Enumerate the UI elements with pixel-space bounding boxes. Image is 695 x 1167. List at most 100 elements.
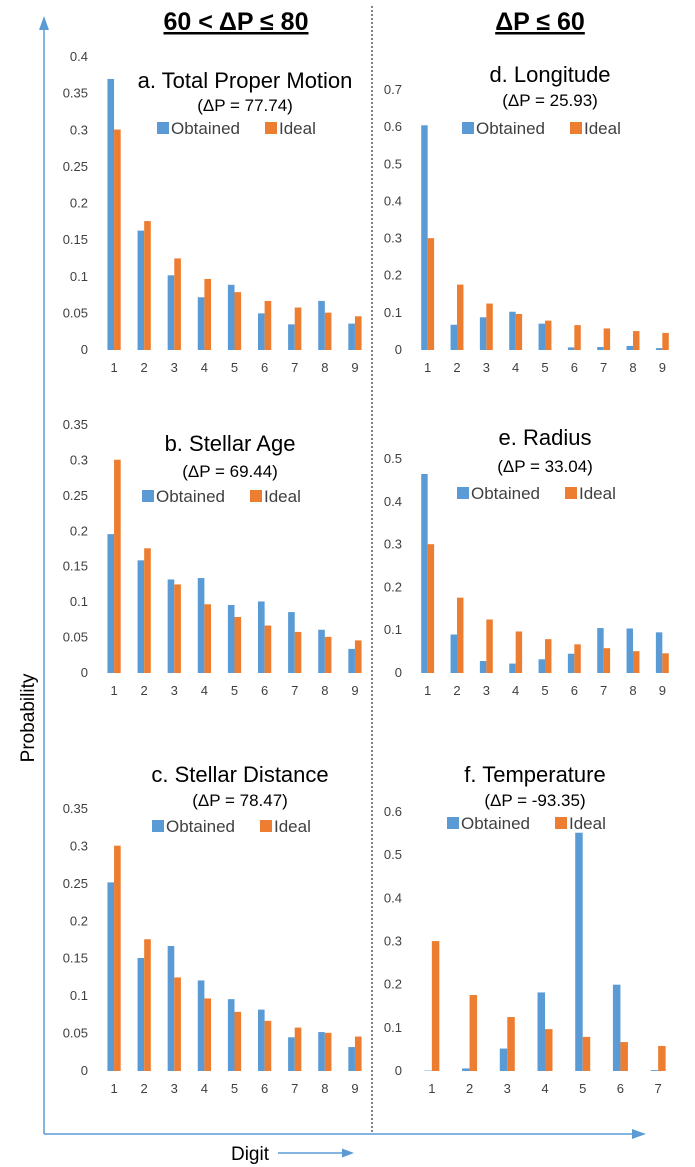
- y-tick-label: 0.2: [70, 196, 88, 211]
- bar-ideal-2: [457, 597, 464, 673]
- bar-ideal-4: [545, 1029, 553, 1071]
- bar-obtained-6: [567, 653, 575, 673]
- x-axis-label-arrowhead-icon: [342, 1148, 354, 1158]
- chart-panel-1: a. Total Proper Motion (ΔP = 77.74) Obtain…: [63, 49, 362, 375]
- y-tick-label: 0.05: [63, 1026, 88, 1041]
- bar-obtained-6: [257, 1009, 265, 1071]
- bar-ideal-6: [264, 1020, 272, 1071]
- bar-obtained-4: [509, 311, 516, 350]
- bar-obtained-9: [655, 348, 663, 350]
- bar-obtained-2: [137, 230, 145, 350]
- legend-swatch-ideal: [555, 817, 567, 829]
- bar-ideal-4: [515, 313, 523, 350]
- x-tick-label: 6: [261, 360, 268, 375]
- y-tick-label: 0.7: [384, 82, 402, 97]
- legend-label-ideal: Ideal: [579, 484, 616, 503]
- bar-ideal-2: [144, 221, 151, 350]
- y-tick-label: 0.1: [384, 622, 402, 637]
- x-tick-label: 7: [291, 1081, 298, 1096]
- x-tick-label: 7: [291, 683, 298, 698]
- bar-obtained-1: [107, 78, 115, 350]
- bar-ideal-8: [324, 312, 332, 350]
- x-tick-label: 2: [466, 1081, 473, 1096]
- bar-obtained-3: [479, 317, 487, 350]
- bar-obtained-2: [462, 1068, 470, 1071]
- bar-obtained-1: [421, 125, 428, 351]
- chart-title: d. Longitude: [489, 62, 610, 87]
- chart-legend: Obtained Ideal: [447, 814, 606, 833]
- y-tick-label: 0.35: [63, 417, 88, 432]
- legend-label-ideal: Ideal: [264, 487, 301, 506]
- y-tick-label: 0.5: [384, 847, 402, 862]
- x-tick-label: 1: [424, 683, 431, 698]
- bar-obtained-5: [227, 604, 235, 673]
- chart-subtitle: (ΔP = 33.04): [497, 457, 593, 476]
- bar-ideal-1: [427, 544, 435, 673]
- legend-swatch-obtained: [462, 122, 474, 134]
- bar-ideal-5: [234, 292, 242, 350]
- y-tick-label: 0.15: [63, 559, 88, 574]
- bar-ideal-6: [264, 300, 272, 350]
- x-tick-label: 5: [231, 683, 238, 698]
- bar-ideal-3: [486, 303, 493, 350]
- bar-ideal-7: [294, 307, 302, 350]
- y-tick-label: 0.4: [384, 193, 402, 208]
- bar-ideal-5: [582, 1036, 591, 1071]
- y-tick-label: 0.3: [70, 838, 88, 853]
- bar-ideal-9: [662, 332, 669, 350]
- x-axis-arrowhead-icon: [632, 1129, 646, 1139]
- x-tick-label: 2: [453, 683, 460, 698]
- y-tick-label: 0.3: [384, 537, 402, 552]
- chart-subtitle: (ΔP = 78.47): [192, 791, 288, 810]
- bar-obtained-2: [450, 324, 457, 350]
- bar-ideal-4: [204, 278, 212, 350]
- x-tick-label: 4: [541, 1081, 548, 1096]
- y-tick-label: 0.05: [63, 305, 88, 320]
- bar-obtained-4: [537, 992, 545, 1071]
- bar-ideal-1: [114, 459, 121, 673]
- x-tick-label: 7: [291, 360, 298, 375]
- bar-ideal-1: [431, 941, 440, 1071]
- charts-group: a. Total Proper Motion (ΔP = 77.74) Obtain…: [63, 49, 669, 1096]
- bar-ideal-1: [114, 845, 121, 1071]
- x-tick-label: 8: [321, 1081, 328, 1096]
- y-tick-label: 0.1: [70, 594, 88, 609]
- x-tick-label: 6: [617, 1081, 624, 1096]
- y-tick-label: 0.4: [384, 890, 402, 905]
- bar-obtained-7: [288, 1037, 295, 1071]
- left-column-header: 60 < ΔP ≤ 80: [164, 8, 309, 36]
- bar-obtained-9: [655, 632, 663, 673]
- y-tick-label: 0.25: [63, 876, 88, 891]
- x-tick-label: 9: [351, 683, 358, 698]
- bar-ideal-6: [264, 625, 272, 673]
- bar-ideal-5: [234, 1011, 242, 1071]
- bar-obtained-4: [197, 980, 205, 1071]
- bar-ideal-7: [603, 648, 611, 673]
- bar-ideal-3: [174, 977, 181, 1071]
- y-tick-label: 0.05: [63, 630, 88, 645]
- bar-ideal-3: [174, 258, 181, 350]
- y-tick-label: 0.3: [384, 934, 402, 949]
- bar-obtained-5: [575, 832, 583, 1071]
- y-tick-label: 0.4: [384, 494, 402, 509]
- legend-swatch-obtained: [447, 817, 459, 829]
- legend-swatch-ideal: [260, 820, 272, 832]
- legend-swatch-obtained: [457, 487, 469, 499]
- bar-obtained-7: [597, 347, 604, 350]
- x-tick-label: 1: [110, 1081, 117, 1096]
- x-tick-label: 4: [512, 683, 519, 698]
- legend-label-obtained: Obtained: [461, 814, 530, 833]
- y-tick-label: 0.15: [63, 232, 88, 247]
- x-tick-label: 2: [141, 360, 148, 375]
- chart-subtitle: (ΔP = 25.93): [502, 91, 598, 110]
- bar-ideal-3: [507, 1017, 515, 1071]
- bar-obtained-6: [257, 313, 265, 350]
- y-tick-label: 0: [81, 1063, 88, 1078]
- chart-panel-4: e. Radius (ΔP = 33.04) Obtained Ideal 0 0.1 0.…: [384, 425, 669, 698]
- bar-obtained-5: [538, 659, 545, 673]
- x-tick-label: 6: [571, 360, 578, 375]
- x-tick-label: 1: [424, 360, 431, 375]
- bar-obtained-8: [626, 345, 633, 350]
- x-tick-label: 6: [261, 683, 268, 698]
